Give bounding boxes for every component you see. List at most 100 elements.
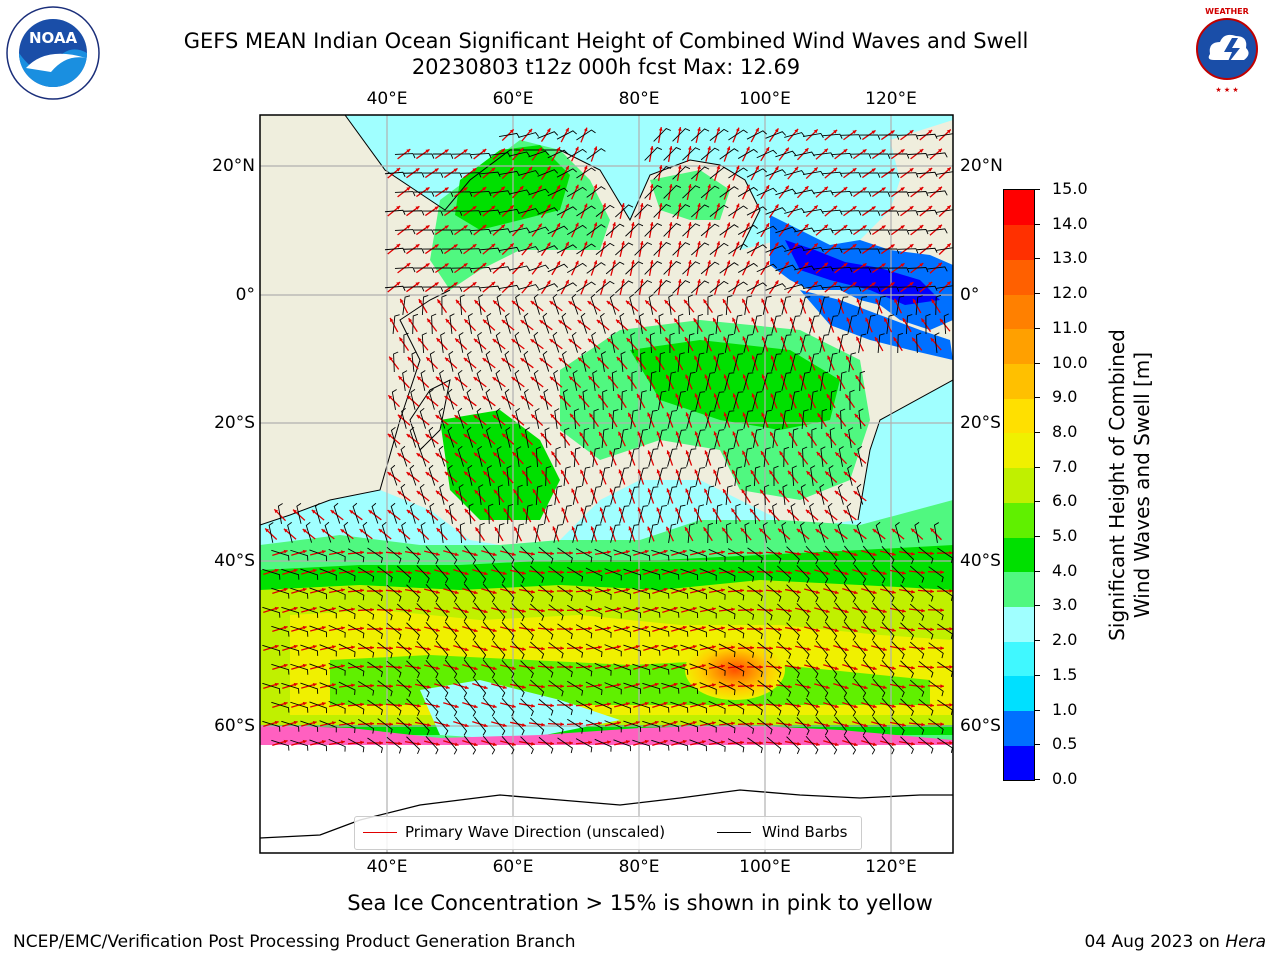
wave-direction-arrowhead: [302, 739, 307, 744]
wave-direction-arrowhead: [712, 508, 717, 513]
wind-barb: [829, 390, 837, 411]
wind-barb: [881, 660, 895, 679]
wave-direction-arrowhead: [654, 568, 659, 573]
wind-barb: [610, 486, 621, 505]
wind-barb: [831, 152, 853, 159]
wave-direction-arrowhead: [675, 469, 680, 474]
wave-direction-arrowhead: [909, 130, 914, 134]
wave-direction-arrowhead: [742, 298, 746, 303]
wind-barb: [878, 248, 900, 254]
wave-direction-arrowhead: [575, 146, 579, 151]
wind-barb: [457, 445, 464, 467]
wind-barb: [290, 739, 309, 751]
wave-direction-arrowhead: [445, 723, 450, 728]
wind-barb: [567, 642, 584, 658]
wind-barb: [853, 602, 867, 622]
wave-direction-arrowhead: [731, 645, 735, 650]
wind-barb: [821, 408, 828, 430]
wave-direction-arrowhead: [682, 701, 687, 706]
wind-barb: [756, 149, 778, 159]
wave-direction-arrowhead: [426, 357, 431, 362]
wave-direction-arrowhead: [761, 374, 766, 379]
wave-direction-arrowhead: [331, 721, 336, 725]
wind-barb: [538, 546, 554, 564]
wind-barb: [786, 698, 800, 717]
wave-direction-arrowhead: [596, 319, 601, 324]
wave-direction-arrowhead: [675, 355, 679, 360]
wind-barb: [467, 313, 473, 334]
wind-barb: [362, 521, 370, 543]
wave-direction-arrowhead: [940, 722, 944, 727]
wind-barb: [563, 466, 571, 486]
wave-direction-arrowhead: [502, 470, 507, 475]
wave-direction-arrowhead: [716, 241, 721, 246]
wind-barb: [900, 698, 914, 717]
wind-barb: [613, 739, 631, 752]
wave-direction-arrowhead: [778, 551, 782, 556]
wind-barb: [762, 372, 773, 391]
wind-barb: [928, 680, 944, 697]
wave-direction-arrowhead: [825, 571, 830, 576]
wave-direction-arrowhead: [511, 377, 516, 381]
wind-barb: [520, 660, 534, 679]
wind-barb: [377, 604, 393, 621]
wind-barb: [593, 408, 599, 430]
wind-barb: [744, 522, 750, 543]
wave-direction-arrowhead: [770, 355, 775, 360]
wind-barb: [594, 738, 612, 752]
wave-direction-arrowhead: [483, 571, 488, 576]
wind-barb: [869, 153, 891, 159]
wave-direction-arrowhead: [607, 375, 612, 380]
wave-direction-arrowhead: [598, 394, 602, 399]
wave-direction-arrowhead: [742, 450, 746, 455]
wave-direction-arrowhead: [560, 432, 564, 437]
wind-barb: [526, 465, 532, 487]
wave-direction-arrowhead: [569, 413, 574, 418]
wind-barb: [653, 166, 671, 180]
wind-barb: [328, 548, 346, 562]
wave-direction-arrowhead: [626, 338, 631, 342]
wave-direction-arrowhead: [891, 742, 896, 746]
wave-direction-arrowhead: [891, 590, 896, 594]
wind-barb: [782, 409, 791, 429]
wave-direction-arrowhead: [436, 528, 441, 532]
wind-barb: [859, 210, 881, 216]
wave-direction-arrowhead: [541, 570, 545, 575]
wave-direction-arrowhead: [703, 299, 708, 304]
wind-barb: [592, 447, 601, 467]
wave-direction-arrowhead: [893, 337, 898, 342]
wind-barb: [492, 716, 506, 736]
wave-direction-arrowhead: [946, 281, 951, 286]
wind-barb: [651, 549, 670, 561]
wind-barb: [935, 247, 953, 251]
wind-barb: [529, 565, 545, 583]
wave-direction-arrowhead: [663, 663, 668, 668]
wave-direction-arrowhead: [901, 647, 906, 651]
wind-barb: [511, 603, 525, 622]
wave-direction-arrowhead: [511, 339, 516, 343]
wave-direction-arrowhead: [588, 550, 592, 555]
wind-barb: [766, 698, 782, 716]
wave-direction-arrowhead: [397, 491, 402, 495]
wave-direction-arrowhead: [938, 224, 942, 229]
colorbar-segment: [1004, 502, 1034, 538]
wave-direction-arrowhead: [425, 263, 430, 267]
wave-direction-arrowhead: [663, 625, 668, 630]
wind-barb: [516, 446, 522, 467]
wave-direction-arrowhead: [901, 571, 906, 575]
wave-direction-arrowhead: [588, 664, 592, 669]
wave-direction-arrowhead: [769, 684, 773, 689]
wind-barb: [714, 391, 725, 410]
wind-barb: [840, 134, 862, 140]
wind-barb: [935, 294, 942, 316]
wind-barb: [479, 171, 501, 177]
wind-barb: [428, 426, 436, 448]
wave-direction-arrowhead: [761, 451, 765, 456]
wave-direction-arrowhead: [417, 703, 421, 708]
wave-direction-arrowhead: [379, 627, 383, 631]
wind-barb: [824, 621, 838, 641]
wind-barb: [511, 717, 525, 736]
wave-direction-arrowhead: [856, 298, 861, 303]
wind-barb: [548, 680, 564, 697]
wind-barb: [914, 522, 920, 543]
